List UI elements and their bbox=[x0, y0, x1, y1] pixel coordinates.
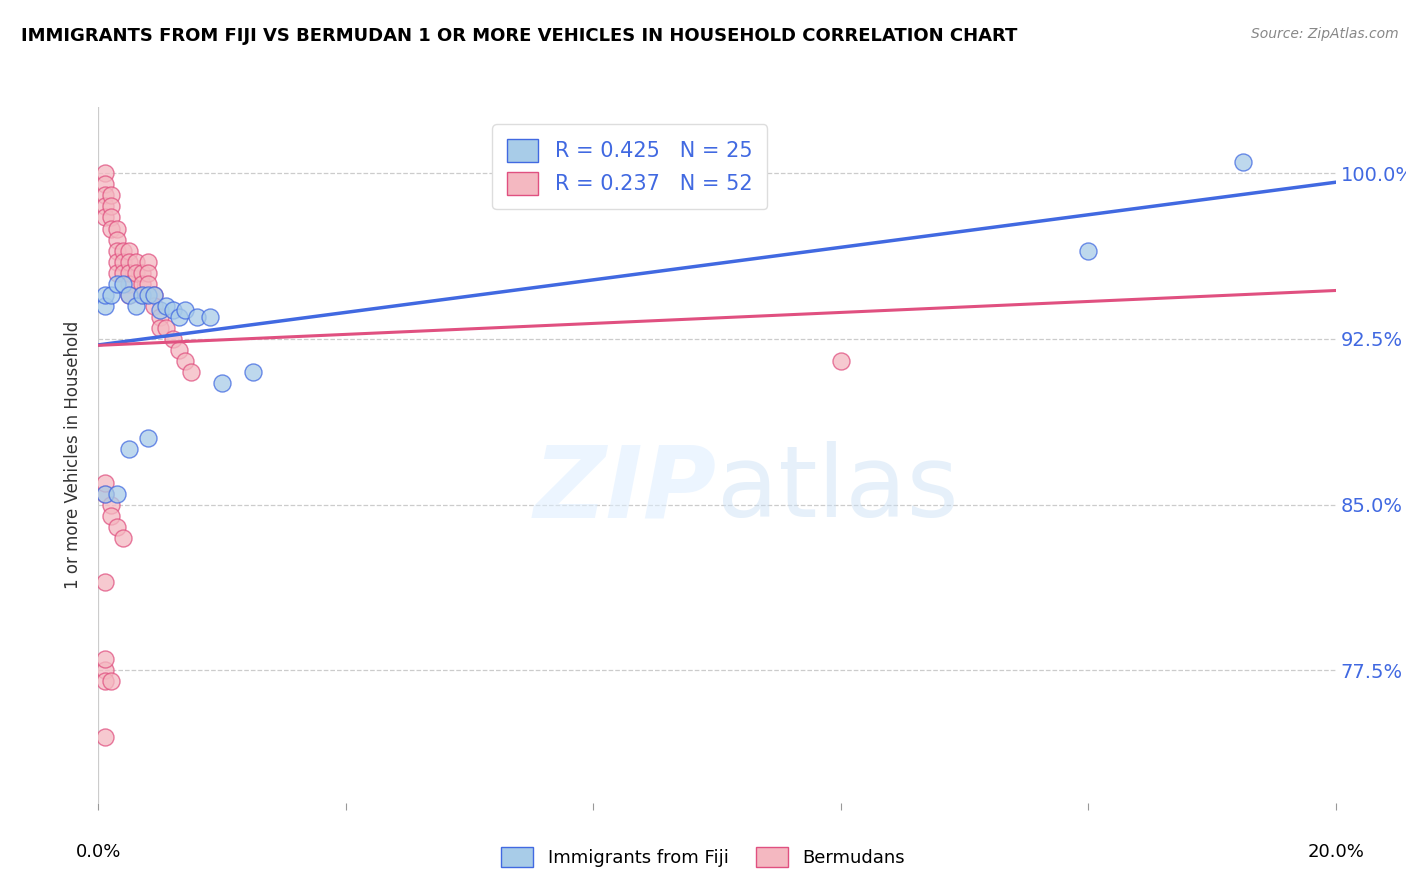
Point bbox=[136, 277, 159, 291]
Point bbox=[93, 475, 115, 490]
Point bbox=[93, 299, 115, 313]
Point bbox=[105, 244, 128, 258]
Point bbox=[162, 332, 184, 346]
Point bbox=[93, 178, 115, 192]
Point bbox=[93, 574, 115, 589]
Point bbox=[105, 266, 128, 280]
Point bbox=[118, 244, 141, 258]
Point bbox=[112, 244, 135, 258]
Point bbox=[242, 365, 264, 379]
Point bbox=[100, 211, 122, 225]
Point bbox=[211, 376, 233, 391]
Point bbox=[100, 221, 122, 235]
Point bbox=[105, 277, 128, 291]
Point bbox=[131, 287, 153, 301]
Point bbox=[93, 199, 115, 213]
Point bbox=[112, 266, 135, 280]
Text: Source: ZipAtlas.com: Source: ZipAtlas.com bbox=[1251, 27, 1399, 41]
Text: 20.0%: 20.0% bbox=[1308, 843, 1364, 861]
Point bbox=[830, 354, 852, 368]
Point bbox=[180, 365, 202, 379]
Point bbox=[112, 531, 135, 545]
Point bbox=[198, 310, 221, 324]
Point bbox=[143, 287, 166, 301]
Point bbox=[167, 310, 190, 324]
Point bbox=[93, 486, 115, 500]
Point bbox=[105, 221, 128, 235]
Point bbox=[100, 188, 122, 202]
Point bbox=[131, 266, 153, 280]
Point bbox=[162, 303, 184, 318]
Point bbox=[93, 211, 115, 225]
Point bbox=[93, 287, 115, 301]
Point bbox=[118, 287, 141, 301]
Point bbox=[105, 486, 128, 500]
Point bbox=[93, 486, 115, 500]
Y-axis label: 1 or more Vehicles in Household: 1 or more Vehicles in Household bbox=[65, 321, 83, 589]
Point bbox=[131, 277, 153, 291]
Point bbox=[93, 652, 115, 666]
Point bbox=[118, 266, 141, 280]
Point bbox=[105, 233, 128, 247]
Point bbox=[149, 321, 172, 335]
Point bbox=[149, 303, 172, 318]
Point bbox=[186, 310, 208, 324]
Point bbox=[136, 287, 159, 301]
Point bbox=[124, 254, 146, 268]
Point bbox=[93, 674, 115, 689]
Point bbox=[93, 188, 115, 202]
Point bbox=[93, 663, 115, 677]
Point bbox=[105, 519, 128, 533]
Point bbox=[143, 299, 166, 313]
Point bbox=[100, 508, 122, 523]
Text: 0.0%: 0.0% bbox=[76, 843, 121, 861]
Point bbox=[100, 287, 122, 301]
Point bbox=[149, 310, 172, 324]
Point bbox=[155, 299, 177, 313]
Text: atlas: atlas bbox=[717, 442, 959, 538]
Point bbox=[136, 431, 159, 445]
Legend: R = 0.425   N = 25, R = 0.237   N = 52: R = 0.425 N = 25, R = 0.237 N = 52 bbox=[492, 124, 768, 210]
Point bbox=[143, 287, 166, 301]
Point bbox=[155, 321, 177, 335]
Point bbox=[118, 254, 141, 268]
Point bbox=[174, 354, 197, 368]
Point bbox=[100, 674, 122, 689]
Legend: Immigrants from Fiji, Bermudans: Immigrants from Fiji, Bermudans bbox=[494, 839, 912, 874]
Point bbox=[1077, 244, 1099, 258]
Point bbox=[174, 303, 197, 318]
Point bbox=[100, 498, 122, 512]
Point bbox=[124, 266, 146, 280]
Text: IMMIGRANTS FROM FIJI VS BERMUDAN 1 OR MORE VEHICLES IN HOUSEHOLD CORRELATION CHA: IMMIGRANTS FROM FIJI VS BERMUDAN 1 OR MO… bbox=[21, 27, 1018, 45]
Point bbox=[131, 287, 153, 301]
Point bbox=[118, 442, 141, 457]
Point bbox=[100, 199, 122, 213]
Point bbox=[136, 266, 159, 280]
Point bbox=[118, 287, 141, 301]
Point bbox=[118, 277, 141, 291]
Point bbox=[105, 254, 128, 268]
Point bbox=[93, 166, 115, 180]
Point bbox=[124, 299, 146, 313]
Point bbox=[112, 254, 135, 268]
Text: ZIP: ZIP bbox=[534, 442, 717, 538]
Point bbox=[93, 730, 115, 744]
Point bbox=[167, 343, 190, 357]
Point bbox=[112, 277, 135, 291]
Point bbox=[136, 254, 159, 268]
Point bbox=[1232, 155, 1254, 169]
